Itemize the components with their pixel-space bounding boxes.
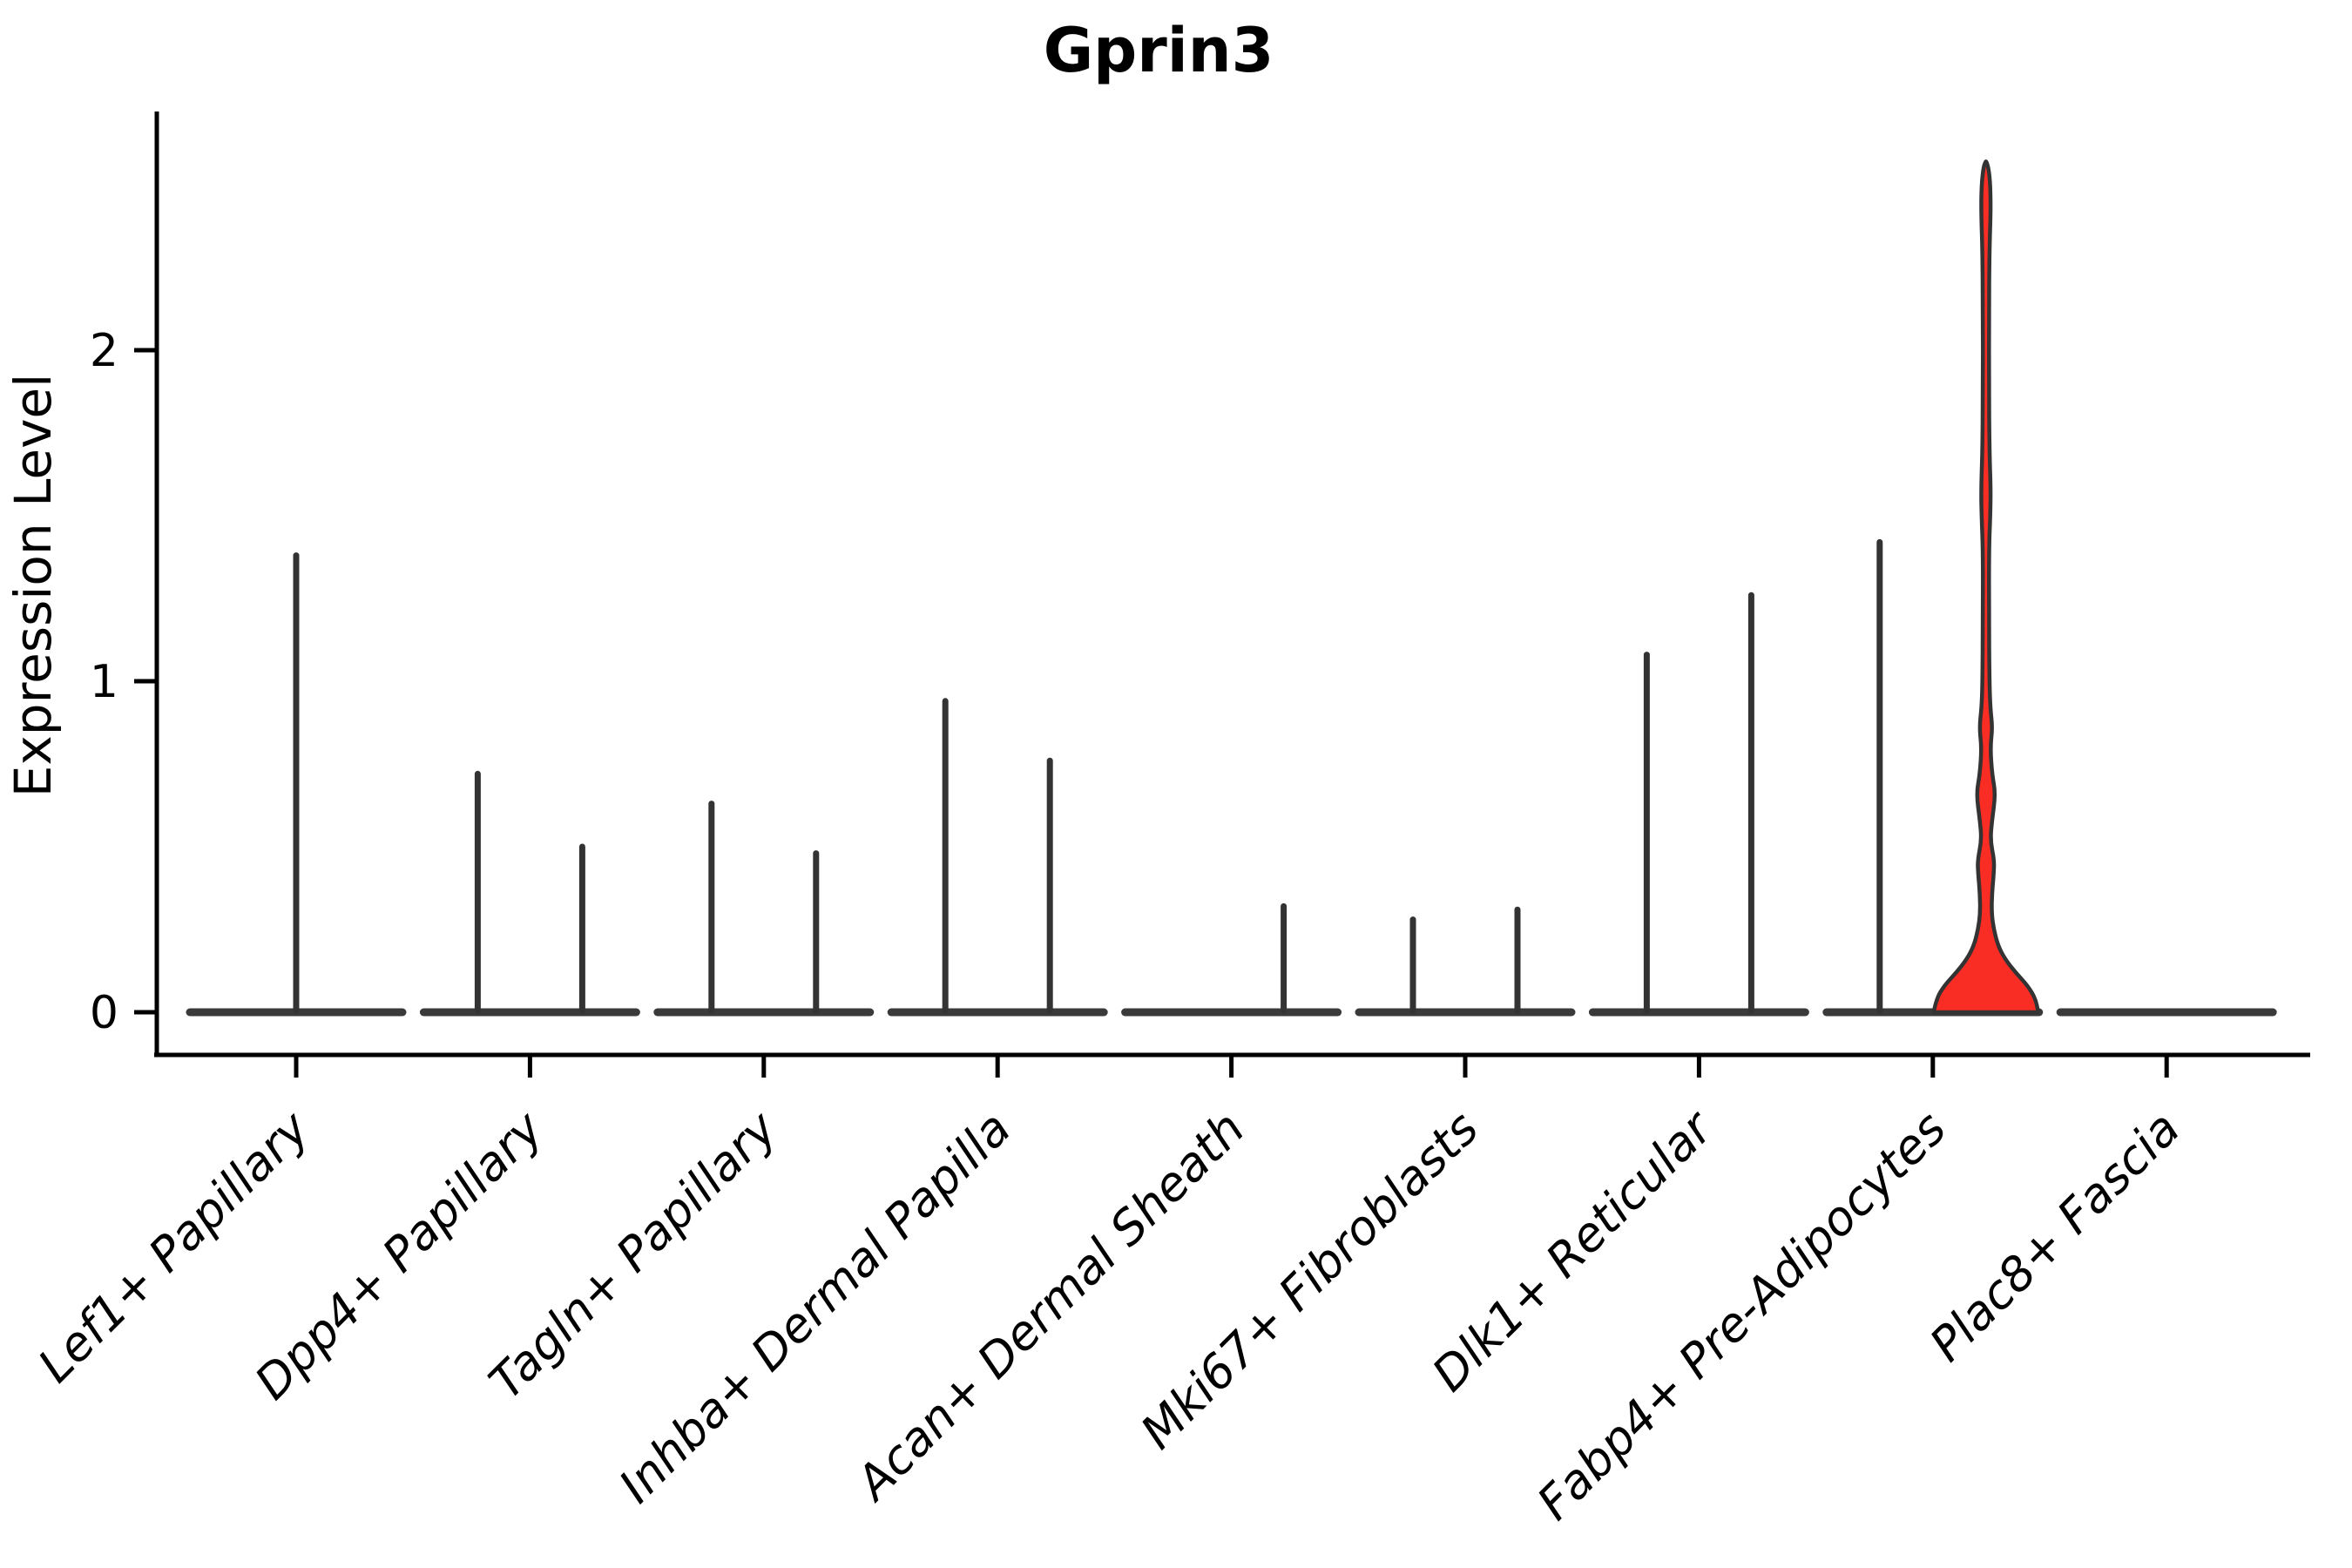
violins-layer — [186, 159, 2277, 1017]
chart-title: Gprin3 — [1044, 15, 1274, 86]
y-tick-label: 0 — [90, 987, 118, 1039]
x-tick-label: Plac8+ Fascia — [1919, 1101, 2190, 1372]
y-axis-label: Expression Level — [3, 374, 63, 797]
x-tick-label: Acan+ Dermal Sheath — [844, 1101, 1255, 1512]
y-tick-label: 2 — [90, 325, 118, 377]
x-tick-label: Fabp4+ Pre-Adipocytes — [1527, 1101, 1957, 1531]
highlight-violin — [1931, 159, 2041, 1015]
x-tick-label: Inhba+ Dermal Papilla — [609, 1101, 1022, 1514]
axes-layer — [134, 112, 2310, 1078]
y-tick-label: 1 — [90, 656, 118, 708]
